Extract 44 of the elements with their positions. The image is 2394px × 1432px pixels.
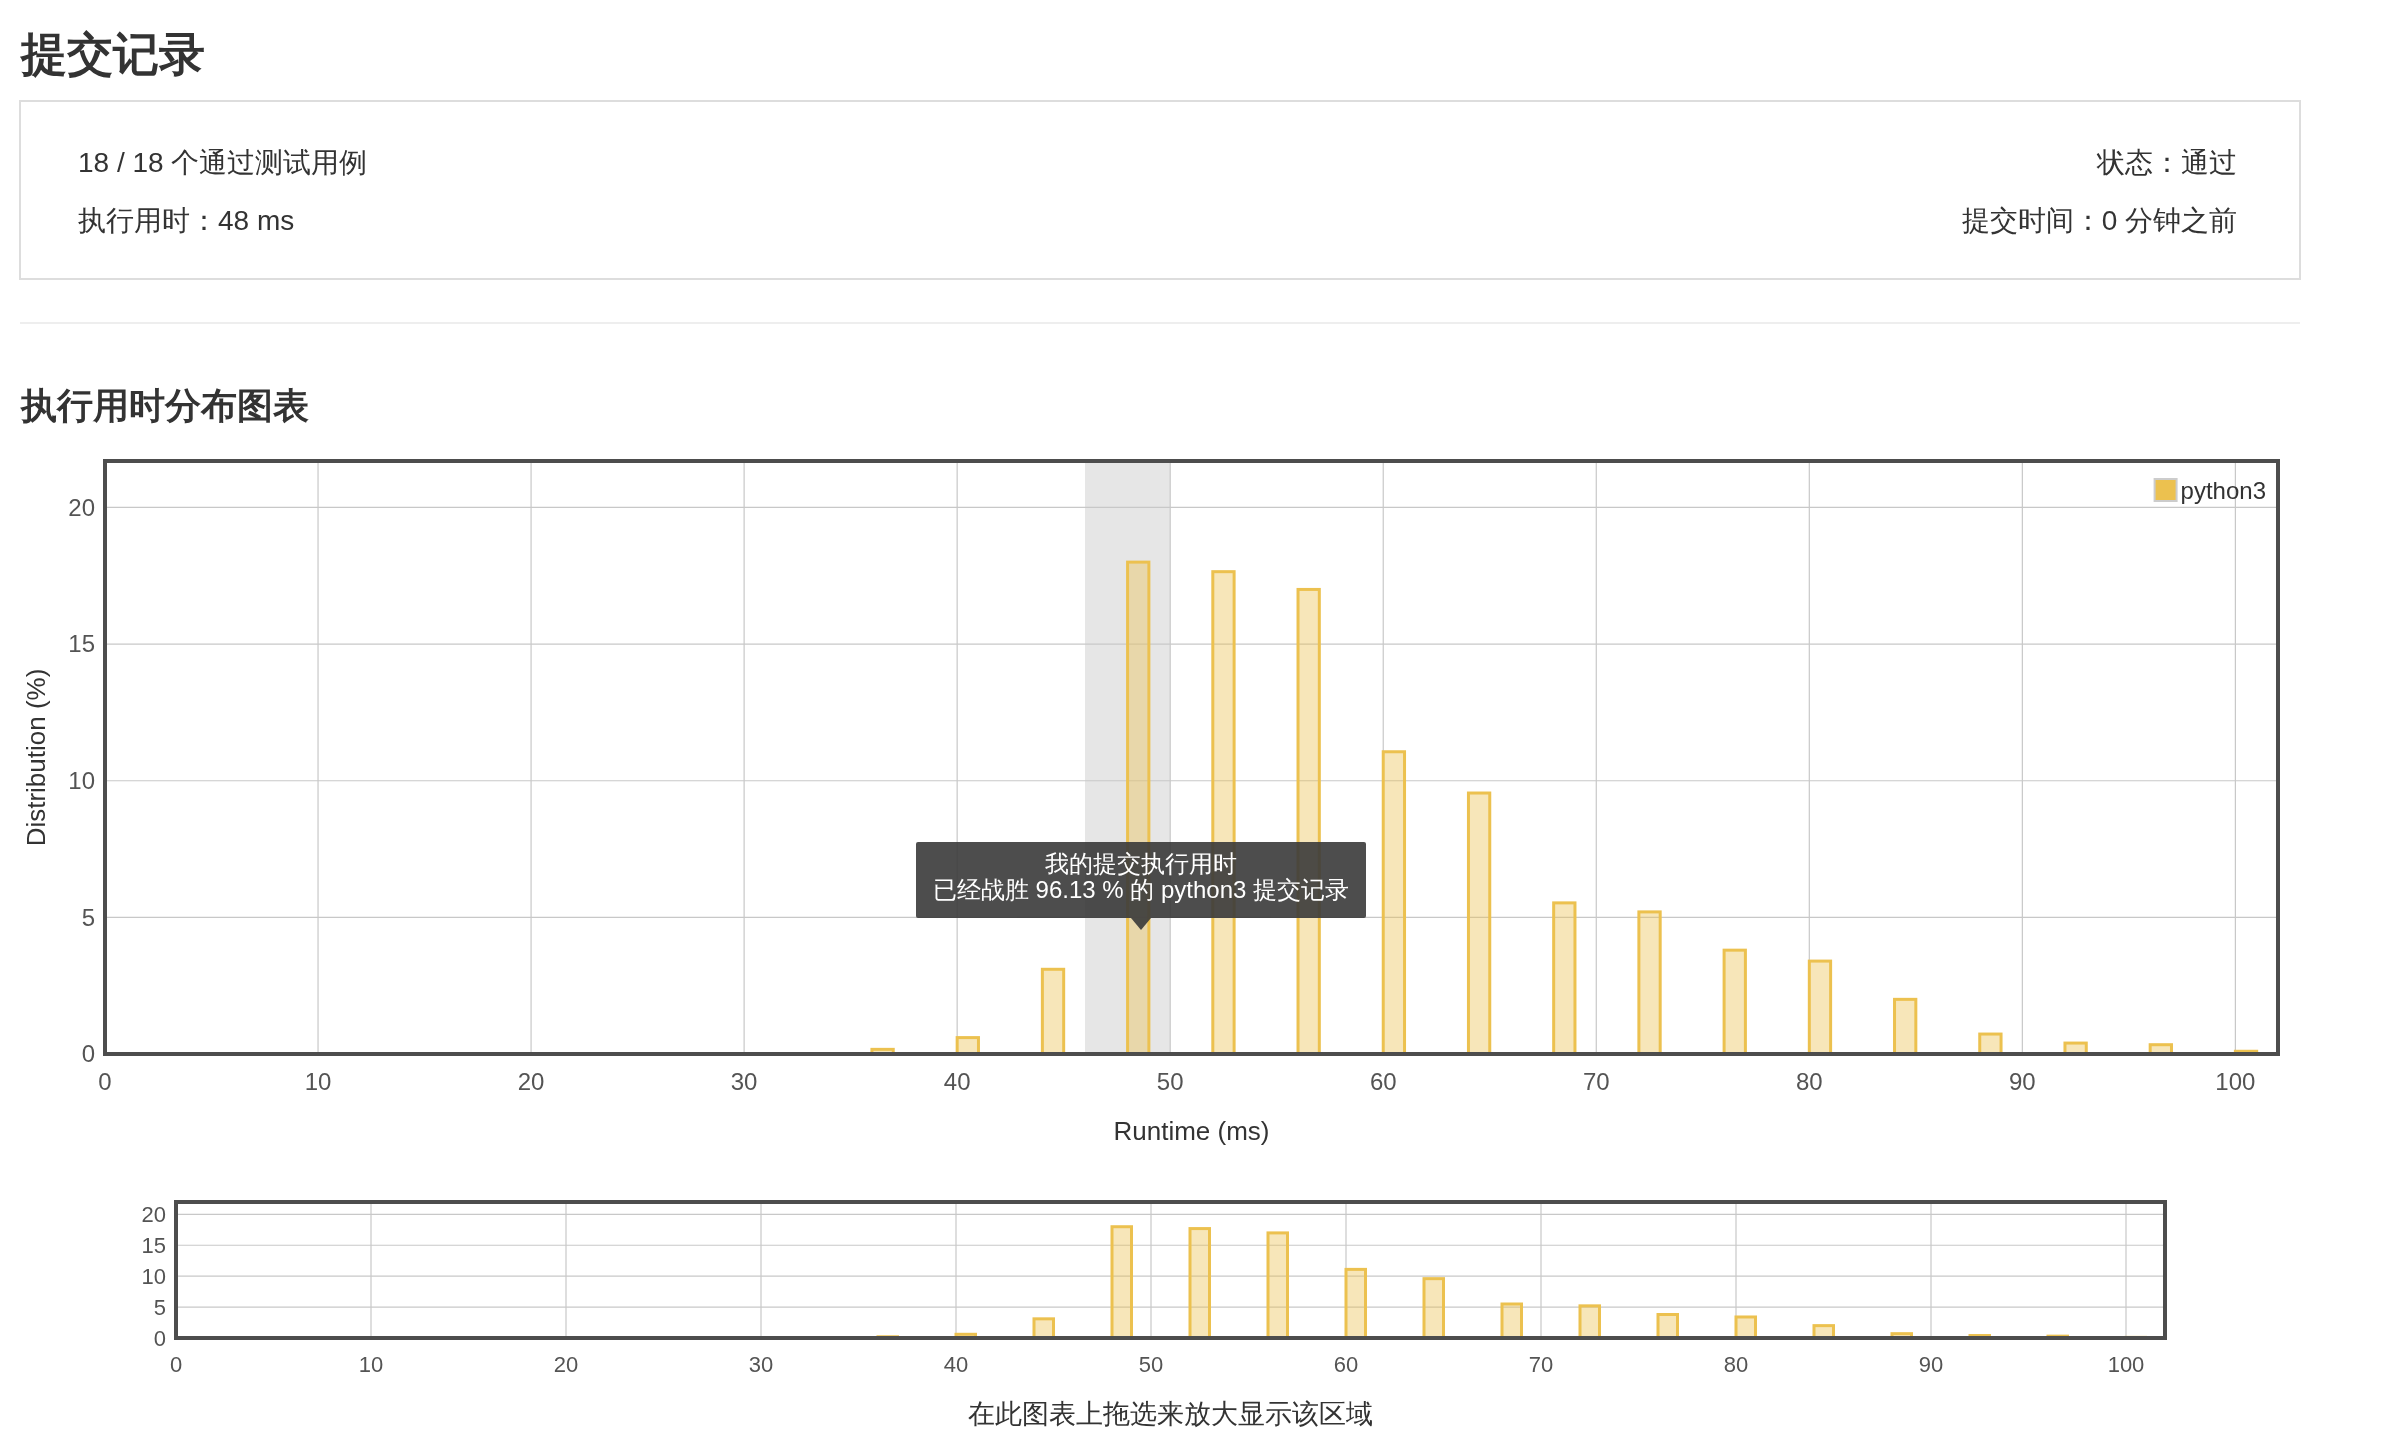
y-tick-label: 0 [81, 1040, 95, 1068]
x-tick-label: 100 [2107, 1352, 2145, 1377]
x-tick-label: 90 [1918, 1352, 1944, 1377]
y-tick-label: 10 [68, 767, 95, 795]
annotation: 已经战胜 96.13 % 的 python3 提交记录 [932, 876, 1350, 903]
x-tick-label: 100 [2215, 1068, 2256, 1095]
legend-label: python3 [2180, 477, 2266, 504]
x-tick-label: 70 [1582, 1068, 1610, 1095]
x-tick-label: 10 [358, 1352, 384, 1377]
x-axis-title: Runtime (ms) [1113, 1116, 1270, 1146]
text: 执行用时：48 ms [78, 205, 295, 236]
y-tick-label: 20 [68, 493, 95, 521]
text: 状态：通过 [2096, 147, 2237, 178]
annotation: 我的提交执行用时 [1045, 850, 1237, 877]
x-tick-label: 60 [1333, 1352, 1359, 1377]
x-tick-label: 40 [943, 1068, 971, 1095]
y-tick-label: 15 [68, 630, 95, 658]
y-tick-label: 5 [153, 1294, 166, 1320]
x-tick-label: 50 [1138, 1352, 1164, 1377]
x-tick-label: 50 [1156, 1068, 1184, 1095]
text: 18 / 18 个通过测试用例 [78, 147, 368, 178]
y-tick-label: 0 [153, 1325, 166, 1351]
x-tick-label: 80 [1723, 1352, 1749, 1377]
x-tick-label: 20 [517, 1068, 545, 1095]
x-tick-label: 20 [553, 1352, 579, 1377]
text: 提交记录 [19, 28, 205, 80]
x-tick-label: 70 [1528, 1352, 1554, 1377]
y-tick-label: 20 [141, 1202, 166, 1228]
x-tick-label: 0 [169, 1352, 183, 1377]
y-tick-label: 10 [141, 1263, 166, 1289]
y-tick-label: 5 [81, 903, 95, 931]
text: 提交时间：0 分钟之前 [1961, 205, 2237, 236]
y-axis-title: Distribution (%) [21, 668, 51, 847]
x-tick-label: 40 [943, 1352, 969, 1377]
x-tick-label: 10 [304, 1068, 332, 1095]
x-tick-label: 0 [98, 1068, 112, 1095]
x-axis-title: 在此图表上拖选来放大显示该区域 [968, 1399, 1373, 1429]
x-tick-label: 90 [2009, 1068, 2036, 1095]
chart-title: 执行用时分布图表 [20, 385, 309, 426]
x-tick-label: 80 [1795, 1068, 1823, 1095]
x-tick-label: 30 [730, 1068, 758, 1095]
y-tick-label: 15 [141, 1232, 166, 1258]
x-tick-label: 60 [1369, 1068, 1397, 1095]
x-tick-label: 30 [748, 1352, 774, 1377]
